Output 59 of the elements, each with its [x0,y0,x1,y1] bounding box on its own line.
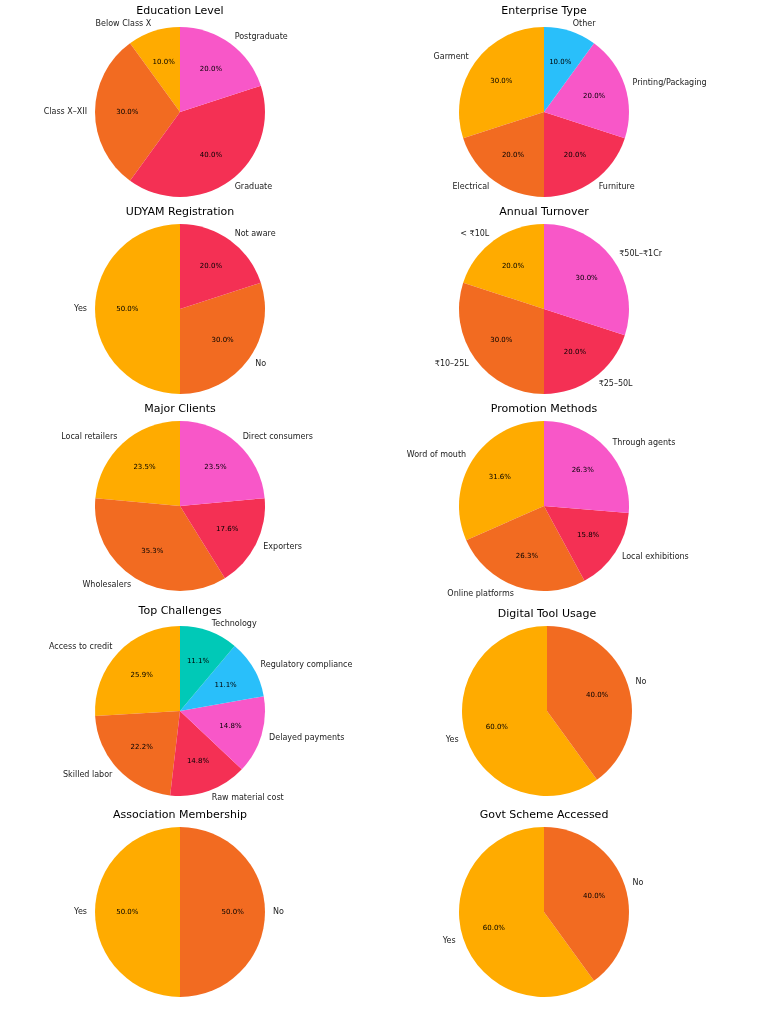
slice-label: Graduate [234,182,273,192]
slice-label: No [273,907,284,916]
slice-label: Online platforms [447,588,514,598]
chart-title: UDYAM Registration [125,205,235,218]
pie-slice [180,421,265,506]
slice-label: Other [572,18,597,28]
slice-label: Printing/Packaging [632,78,707,88]
slice-label: Yes [444,734,459,744]
slice-label: Regulatory compliance [260,659,353,669]
slice-label: Through agents [611,437,676,447]
chart-title: Govt Scheme Accessed [479,808,609,821]
slice-label: Direct consumers [242,432,313,442]
pie-slice [463,224,544,309]
slice-label: ₹50L–₹1Cr [619,249,663,259]
chart-title: Annual Turnover [499,205,590,218]
slice-label: Raw material cost [211,793,284,803]
slice-label: ₹10–25L [434,358,470,368]
slice-label: Skilled labor [63,769,114,779]
slice-label: Local retailers [61,432,118,442]
pie-slice [180,626,235,711]
chart-title: Digital Tool Usage [497,607,597,620]
slice-label: Furniture [598,182,635,192]
slice-label: ₹25–50L [598,379,634,389]
pie-slice [95,43,180,181]
slice-label: Yes [73,304,87,313]
chart-title: Promotion Methods [490,402,598,415]
slice-label: < ₹10L [460,228,490,238]
slice-label: No [635,677,647,687]
pie-slice [544,827,629,981]
pie-slice [180,696,265,770]
slice-label: Not aware [234,228,276,238]
slice-label: Word of mouth [406,450,467,460]
pie-slice [180,282,265,394]
pie-slice [95,827,180,997]
slice-label: No [632,878,644,888]
chart-title: Education Level [136,3,224,17]
chart-title: Association Membership [112,808,248,821]
slice-label: Delayed payments [269,732,345,742]
slice-label: Below Class X [95,18,152,28]
slice-label: Garment [433,52,469,62]
slice-label: No [255,358,267,368]
slice-label: Access to credit [48,642,113,652]
slice-label: Local exhibitions [621,551,689,561]
slice-label: Yes [441,935,456,945]
chart-title: Major Clients [144,402,217,415]
pie-slice [544,43,629,139]
slice-label: Wholesalers [82,580,132,590]
slice-label: Electrical [452,182,490,192]
chart-title: Top Challenges [137,603,222,617]
chart-title: Enterprise Type [501,3,587,17]
slice-label: Technology [210,618,257,628]
slice-label: Class X–XII [43,107,87,116]
pie-slice [180,498,265,579]
slice-label: Yes [73,907,87,916]
pie-slice [547,626,632,780]
slice-label: Postgraduate [234,31,288,41]
slice-label: Exporters [263,542,302,552]
pie-slice [95,224,180,394]
pie-slice [180,827,265,997]
